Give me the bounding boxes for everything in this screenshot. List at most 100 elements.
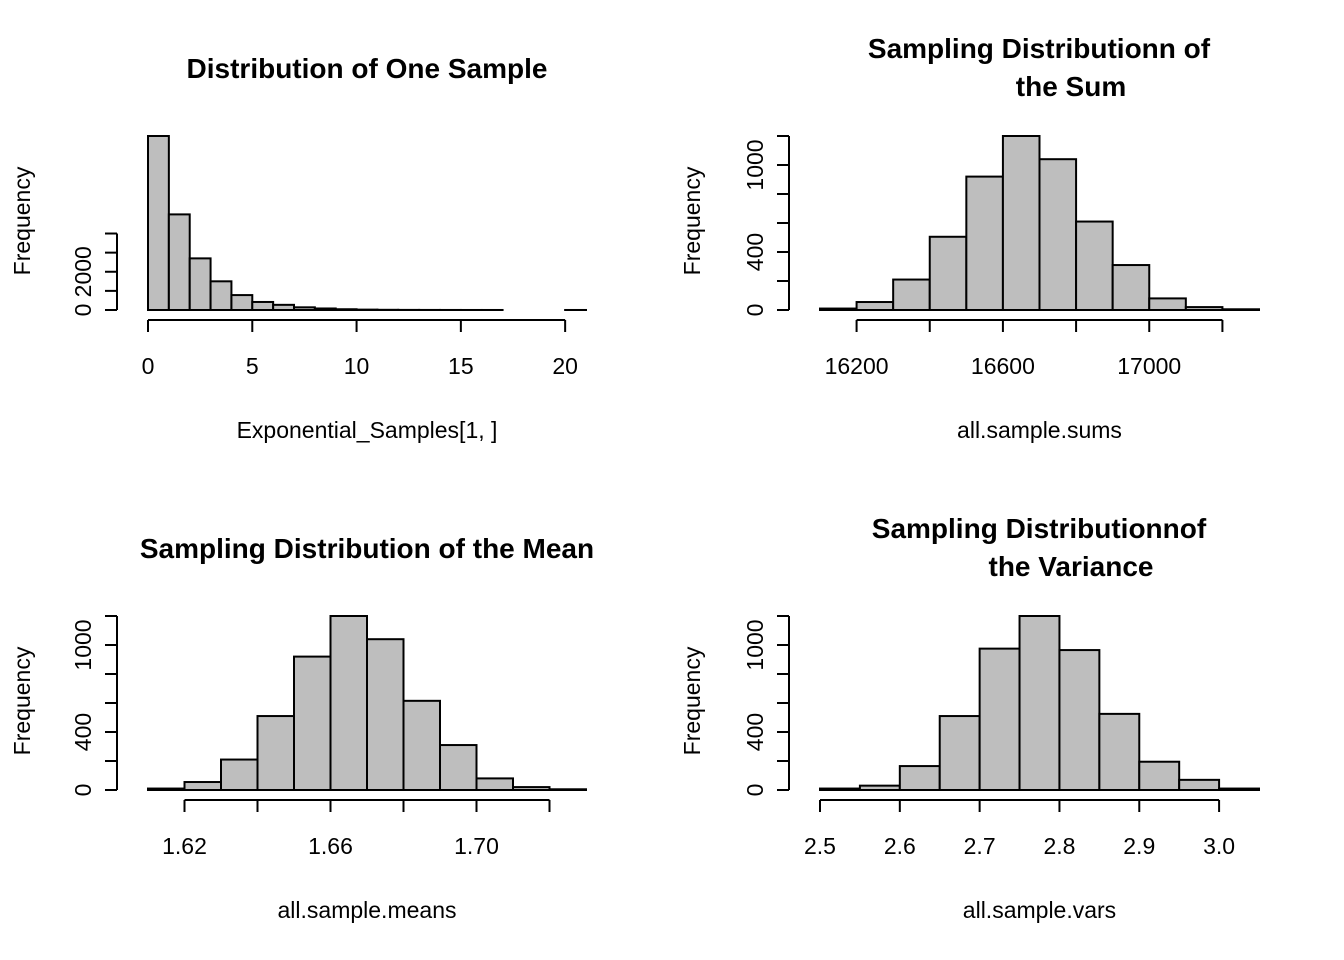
chart-title: the Variance bbox=[989, 551, 1154, 582]
x-tick-label: 17000 bbox=[1117, 353, 1181, 379]
histogram-bar bbox=[892, 278, 931, 311]
x-axis-label: all.sample.sums bbox=[957, 417, 1122, 443]
x-tick-label: 20 bbox=[552, 353, 578, 379]
histogram-bar bbox=[1148, 297, 1187, 311]
histogram-bar bbox=[978, 647, 1021, 791]
histogram-bar bbox=[898, 765, 941, 792]
histogram-bar bbox=[272, 303, 295, 312]
histogram-bar bbox=[256, 715, 295, 791]
chart-panel-1: Distribution of One Sample 0 5 10 15 20 Expone… bbox=[9, 53, 588, 443]
histogram-bars bbox=[819, 615, 1261, 792]
chart-title: Sampling Distributionnof bbox=[872, 513, 1207, 544]
histogram-bar bbox=[167, 213, 191, 311]
histogram-bar bbox=[512, 786, 551, 791]
histogram-bar bbox=[548, 788, 587, 792]
x-tick-label: 0 bbox=[142, 353, 155, 379]
histogram-bar bbox=[1098, 712, 1141, 791]
histogram-bar bbox=[1075, 220, 1114, 311]
x-axis-label: all.sample.vars bbox=[963, 897, 1116, 923]
x-tick-label: 16200 bbox=[825, 353, 889, 379]
y-axis-label: Frequency bbox=[679, 166, 705, 275]
y-axis: 0 2000 bbox=[70, 232, 118, 317]
y-axis-label: Frequency bbox=[9, 166, 35, 275]
x-tick-label: 1.62 bbox=[162, 833, 207, 859]
y-tick-label: 2000 bbox=[70, 246, 96, 297]
histogram-bar bbox=[402, 699, 441, 792]
histogram-bar bbox=[188, 257, 212, 311]
histogram-bar bbox=[1221, 308, 1260, 311]
x-tick-label: 10 bbox=[344, 353, 370, 379]
y-tick-label: 1000 bbox=[742, 139, 768, 190]
chart-panel-3: Sampling Distribution of the Mean 1.62 1.6… bbox=[9, 533, 594, 923]
x-tick-label: 2.9 bbox=[1123, 833, 1155, 859]
histogram-bar bbox=[1018, 615, 1061, 791]
x-axis: 16200 16600 17000 bbox=[825, 319, 1224, 379]
x-tick-label: 1.66 bbox=[308, 833, 353, 859]
x-tick-label: 2.6 bbox=[884, 833, 916, 859]
histogram-bar bbox=[293, 655, 332, 791]
chart-panel-2: Sampling Distributionn of the Sum 16200 166… bbox=[679, 33, 1260, 443]
histogram-bar bbox=[819, 307, 858, 311]
y-axis: 0 400 1000 bbox=[70, 615, 118, 797]
histogram-bar bbox=[1038, 158, 1078, 311]
x-tick-label: 2.8 bbox=[1043, 833, 1075, 859]
histogram-bar bbox=[439, 744, 478, 791]
histogram-bar bbox=[251, 300, 275, 312]
y-axis: 0 400 1000 bbox=[742, 615, 790, 797]
histogram-bar bbox=[1058, 649, 1101, 792]
histogram-bar bbox=[313, 307, 337, 312]
x-axis-label: all.sample.means bbox=[278, 897, 457, 923]
histogram-bar bbox=[855, 301, 895, 311]
y-tick-label: 400 bbox=[742, 233, 768, 271]
x-axis-label: Exponential_Samples[1, ] bbox=[237, 417, 498, 443]
y-tick-label: 1000 bbox=[742, 619, 768, 670]
histogram-bar bbox=[819, 787, 861, 791]
histogram-bar bbox=[220, 758, 259, 791]
chart-title: Sampling Distributionn of bbox=[868, 33, 1211, 64]
y-tick-label: 0 bbox=[742, 304, 768, 317]
histogram-bar bbox=[1138, 760, 1181, 791]
histogram-bar bbox=[1111, 264, 1151, 311]
x-tick-label: 16600 bbox=[971, 353, 1035, 379]
chart-title: the Sum bbox=[1016, 71, 1126, 102]
y-axis: 0 400 1000 bbox=[742, 135, 790, 317]
histogram-bar bbox=[147, 135, 170, 311]
chart-title: Distribution of One Sample bbox=[187, 53, 548, 84]
histogram-bar bbox=[230, 294, 254, 312]
histogram-bar bbox=[858, 784, 901, 792]
y-tick-label: 0 bbox=[742, 784, 768, 797]
histogram-bar bbox=[1001, 135, 1041, 311]
x-tick-label: 2.5 bbox=[804, 833, 836, 859]
x-tick-label: 5 bbox=[246, 353, 259, 379]
histogram-bar bbox=[1184, 306, 1224, 312]
histogram-bar bbox=[475, 777, 514, 792]
x-axis: 2.5 2.6 2.7 2.8 2.9 3.0 bbox=[804, 799, 1235, 859]
x-tick-label: 15 bbox=[448, 353, 474, 379]
histogram-bar bbox=[147, 787, 186, 791]
histogram-bars bbox=[819, 135, 1260, 312]
y-tick-label: 1000 bbox=[70, 619, 96, 670]
histogram-bar bbox=[938, 715, 981, 791]
histogram-bar bbox=[334, 308, 358, 312]
chart-title: Sampling Distribution of the Mean bbox=[140, 533, 594, 564]
histogram-bar bbox=[1178, 778, 1221, 791]
x-tick-label: 2.7 bbox=[964, 833, 996, 859]
y-tick-label: 400 bbox=[742, 713, 768, 751]
histogram-bar bbox=[928, 235, 968, 311]
histogram-bar bbox=[293, 306, 316, 312]
histogram-bars bbox=[147, 135, 588, 312]
y-tick-label: 0 bbox=[70, 304, 96, 317]
histogram-bar bbox=[366, 638, 405, 792]
y-tick-label: 0 bbox=[70, 784, 96, 797]
x-axis: 0 5 10 15 20 bbox=[142, 319, 578, 379]
y-tick-label: 400 bbox=[70, 713, 96, 751]
y-axis-label: Frequency bbox=[679, 646, 705, 755]
histogram-bar bbox=[183, 781, 222, 792]
histogram-bar bbox=[329, 615, 368, 791]
y-axis-label: Frequency bbox=[9, 646, 35, 755]
x-axis: 1.62 1.66 1.70 bbox=[162, 799, 551, 859]
x-tick-label: 3.0 bbox=[1203, 833, 1235, 859]
histogram-bar bbox=[1218, 787, 1261, 791]
